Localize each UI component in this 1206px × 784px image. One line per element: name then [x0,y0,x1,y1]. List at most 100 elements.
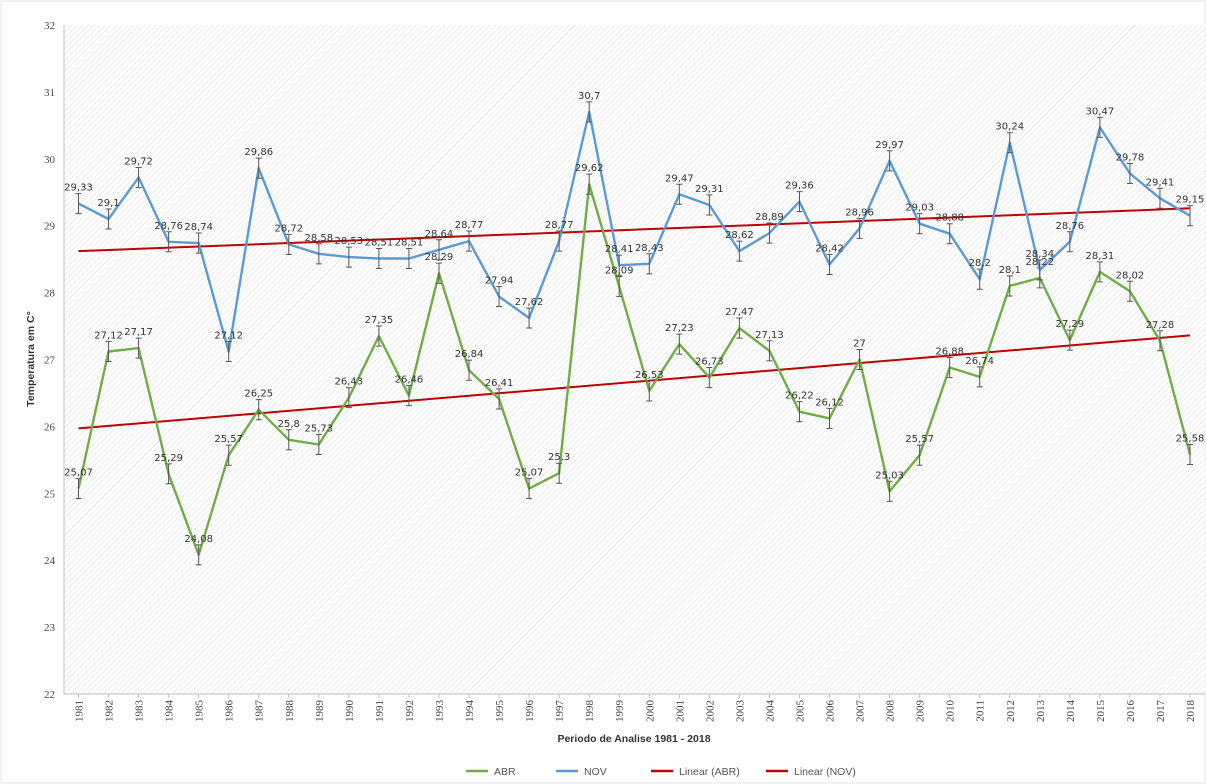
x-tick-label: 1986 [224,700,236,723]
x-tick-label: 2018 [1185,700,1197,723]
error-bar-abr [165,463,172,485]
data-label-nov: 28,58 [305,233,334,244]
data-label-abr: 28,1 [999,265,1021,276]
x-tick-label: 2003 [734,700,746,723]
x-tick-label: 1987 [254,700,266,723]
error-bar-abr [1006,275,1013,297]
error-bar-nov [676,183,683,205]
series-line-nov [77,110,1191,353]
legend-label-abr: ABR [494,766,516,778]
data-label-abr: 26,25 [244,389,273,400]
data-label-abr: 25,73 [305,423,334,434]
error-bar-nov [496,286,503,308]
data-label-nov: 28,64 [425,229,454,240]
error-bar-abr [886,480,893,502]
data-label-abr: 24,08 [184,534,213,545]
y-tick-label: 24 [44,555,56,567]
x-tick-label: 2008 [885,700,897,723]
x-tick-label: 1990 [344,700,356,723]
error-bar-nov [1156,187,1163,209]
x-tick-label: 2016 [1125,700,1137,723]
x-axis-title: Periodo de Analise 1981 - 2018 [557,733,710,745]
error-bar-nov [285,233,292,255]
data-label-nov: 29,41 [1146,177,1175,188]
error-bar-nov [195,232,202,254]
error-bar-abr [706,367,713,389]
error-bar-nov [526,307,533,329]
error-bar-nov [946,223,953,245]
error-bar-nov [796,191,803,213]
error-bar-abr [75,478,82,500]
data-label-abr: 26,41 [485,378,514,389]
y-tick-label: 28 [44,288,56,300]
error-bar-abr [586,173,593,195]
error-bar-abr [255,399,262,421]
error-bar-nov [586,101,593,123]
data-label-abr: 25,57 [214,434,243,445]
error-bar-nov [345,246,352,268]
data-label-abr: 28,29 [425,252,454,263]
x-tick-label: 1989 [314,700,326,723]
data-label-abr: 27,35 [365,315,394,326]
data-label-nov: 28,88 [935,213,964,224]
x-tick-label: 2011 [975,700,987,722]
error-bar-nov [1066,231,1073,253]
error-bar-nov [886,150,893,172]
x-tick-label: 1992 [404,700,416,722]
data-label-nov: 29,31 [695,184,724,195]
data-label-abr: 26,74 [965,356,994,367]
error-bar-abr [135,337,142,359]
error-bar-abr [766,340,773,362]
error-bar-nov [616,254,623,276]
data-label-nov: 28,41 [605,244,634,255]
data-label-nov: 29,33 [64,183,93,194]
y-tick-label: 25 [44,488,56,500]
data-label-abr: 25,3 [548,452,570,463]
error-bar-abr [856,348,863,371]
data-label-nov: 30,47 [1086,106,1115,117]
x-tick-label: 2000 [644,700,656,723]
data-label-abr: 26,12 [815,397,844,408]
data-label-nov: 28,51 [395,237,424,248]
error-bar-abr [736,317,743,339]
data-label-abr: 25,8 [278,419,300,430]
data-label-abr: 27,47 [725,307,754,318]
y-tick-label: 26 [44,421,56,433]
x-tick-label: 2007 [855,700,867,723]
x-tick-label: 1994 [464,700,476,723]
error-bar-nov [766,222,773,244]
error-bar-nov [435,239,442,261]
data-label-nov: 30,7 [578,91,600,102]
error-bar-nov [255,157,262,179]
data-label-abr: 27,12 [94,330,123,341]
data-label-nov: 30,24 [995,122,1024,133]
error-bar-nov [105,208,112,230]
error-bar-abr [285,429,292,451]
series-lines [75,101,1193,566]
error-bar-nov [1006,132,1013,154]
data-label-abr: 27 [853,339,866,350]
legend-label-linear-abr: Linear (ABR) [679,766,740,778]
data-label-nov: 28,76 [154,221,183,232]
data-label-nov: 28,62 [725,230,754,241]
y-axis-title: Temperatura em C° [25,311,37,407]
data-label-abr: 26,46 [395,375,424,386]
x-tick-label: 2004 [764,700,776,723]
x-tick-label: 2009 [915,700,927,723]
data-label-nov: 29,15 [1176,195,1205,206]
error-bar-nov [1187,205,1193,227]
data-label-nov: 28,53 [335,236,364,247]
error-bar-abr [916,444,923,466]
data-label-nov: 29,1 [97,198,119,209]
data-label-nov: 29,36 [785,181,814,192]
data-label-nov: 28,34 [1025,249,1054,260]
x-tick-label: 2001 [674,700,686,722]
x-tick-label: 1993 [434,700,446,723]
plot-area [64,25,1205,694]
data-label-abr: 26,43 [335,377,364,388]
error-bar-abr [345,387,352,409]
data-label-abr: 26,22 [785,391,814,402]
data-label-nov: 27,62 [515,297,544,308]
x-tick-label: 2014 [1065,700,1077,723]
data-label-nov: 28,76 [1056,221,1085,232]
